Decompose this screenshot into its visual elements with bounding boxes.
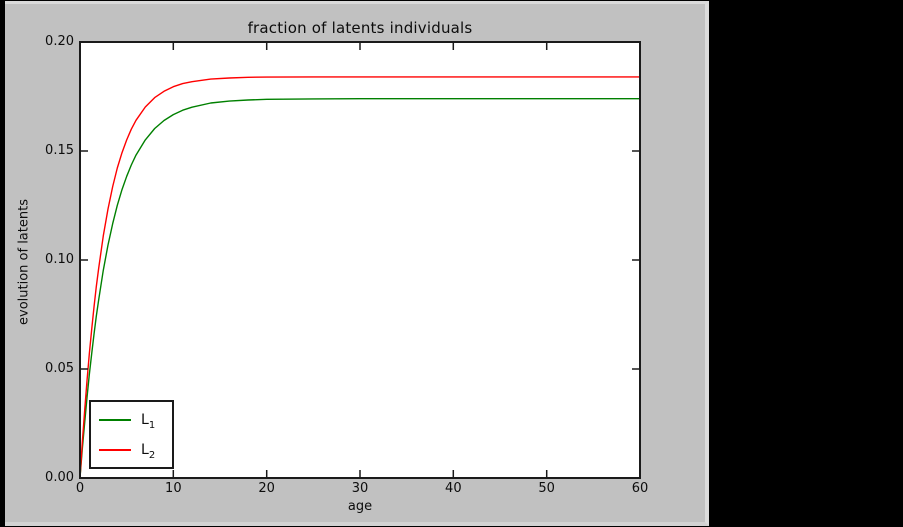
legend-line-l1 bbox=[99, 418, 131, 421]
legend-entry-l2: L2 bbox=[91, 435, 172, 465]
x-tick-label: 50 bbox=[538, 481, 555, 496]
y-tick-label: 0.20 bbox=[45, 34, 74, 49]
legend-label-l2: L2 bbox=[141, 441, 156, 461]
legend-entry-l1: L1 bbox=[91, 405, 172, 435]
x-tick-label: 60 bbox=[631, 481, 649, 496]
y-tick-label: 0.00 bbox=[45, 470, 74, 485]
x-axis-label: age bbox=[347, 499, 373, 514]
x-tick-label: 30 bbox=[351, 481, 369, 496]
y-tick-label: 0.05 bbox=[45, 361, 74, 376]
legend: L1 L2 bbox=[89, 400, 174, 469]
x-tick-label: 10 bbox=[165, 481, 182, 496]
y-tick-label: 0.10 bbox=[45, 252, 74, 267]
x-tick-label: 20 bbox=[258, 481, 275, 496]
y-tick-label: 0.15 bbox=[45, 143, 74, 158]
legend-line-l2 bbox=[99, 448, 131, 451]
legend-label-l1: L1 bbox=[141, 411, 156, 431]
y-axis-label: evolution of latents bbox=[16, 199, 32, 325]
x-tick-label: 0 bbox=[75, 481, 85, 496]
chart-title: fraction of latents individuals bbox=[247, 19, 473, 37]
x-tick-label: 40 bbox=[445, 481, 462, 496]
